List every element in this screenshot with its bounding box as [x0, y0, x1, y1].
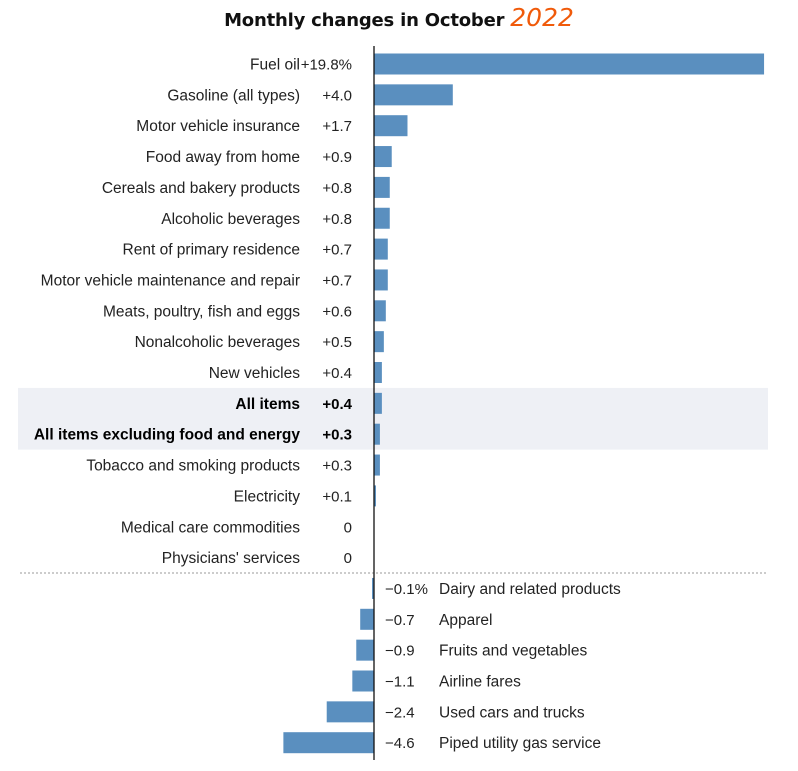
value-label: +0.5	[322, 334, 352, 351]
category-label: Physicians' services	[162, 550, 300, 567]
bar	[372, 577, 374, 599]
category-label: Fruits and vegetables	[439, 643, 587, 660]
value-label: +1.7	[322, 118, 352, 135]
category-label: Alcoholic beverages	[161, 211, 300, 228]
value-label: +0.6	[322, 303, 352, 320]
bar	[283, 732, 374, 754]
category-label: Piped utility gas service	[439, 735, 601, 752]
value-label: +0.9	[322, 149, 352, 166]
category-label: Fuel oil	[250, 57, 300, 74]
bar	[374, 115, 408, 137]
category-label: Airline fares	[439, 674, 521, 691]
category-label: Gasoline (all types)	[167, 87, 300, 104]
bar	[374, 176, 390, 198]
value-label: −2.4	[385, 704, 415, 721]
category-label: Cereals and bakery products	[102, 180, 300, 197]
category-label: All items	[235, 396, 300, 413]
bar	[374, 485, 376, 507]
value-label: +0.3	[322, 427, 352, 444]
value-label: −1.1	[385, 674, 415, 691]
value-label: 0	[344, 519, 352, 536]
value-label: −4.6	[385, 735, 415, 752]
chart-title: Monthly changes in October	[224, 10, 505, 31]
value-label: +0.4	[322, 365, 352, 382]
category-label: Medical care commodities	[121, 519, 300, 536]
bar	[374, 362, 382, 383]
value-label: +0.7	[322, 242, 352, 259]
value-label: 0	[344, 550, 352, 567]
category-label: Motor vehicle maintenance and repair	[41, 272, 300, 289]
category-label: Used cars and trucks	[439, 704, 585, 721]
value-label: −0.7	[385, 612, 415, 629]
value-label: +4.0	[322, 87, 352, 104]
value-label: +0.1	[322, 488, 352, 505]
bar	[374, 269, 388, 291]
category-label: Rent of primary residence	[123, 242, 300, 259]
value-label: +0.8	[322, 180, 352, 197]
bar	[352, 670, 374, 692]
value-label: +0.8	[322, 211, 352, 228]
category-label: Meats, poultry, fish and eggs	[103, 303, 300, 320]
category-label: Motor vehicle insurance	[136, 118, 300, 135]
bar	[374, 146, 392, 168]
value-label: −0.9	[385, 643, 415, 660]
value-label: −0.1%	[385, 581, 428, 598]
category-label: Nonalcoholic beverages	[135, 334, 301, 351]
chart-title-block: Monthly changes in October 2022	[0, 3, 798, 32]
bar	[374, 84, 453, 106]
bar	[374, 207, 390, 229]
category-label: Food away from home	[146, 149, 300, 166]
bar	[360, 608, 374, 630]
category-label: All items excluding food and energy	[34, 427, 301, 444]
year-annotation: 2022	[510, 3, 574, 32]
value-label: +0.4	[322, 396, 352, 413]
bar	[374, 423, 380, 445]
bar	[374, 331, 384, 353]
value-label: +19.8%	[301, 57, 352, 74]
highlight-band	[18, 387, 768, 450]
bar	[374, 454, 380, 476]
value-label: +0.7	[322, 272, 352, 289]
value-label: +0.3	[322, 458, 352, 475]
bar	[374, 53, 765, 75]
category-label: Tobacco and smoking products	[86, 458, 300, 475]
category-label: Dairy and related products	[439, 581, 621, 598]
category-label: Electricity	[234, 488, 301, 505]
category-label: New vehicles	[209, 365, 301, 382]
bar	[374, 392, 382, 414]
bar	[356, 639, 374, 661]
bar	[374, 238, 388, 260]
bar	[326, 701, 374, 723]
category-label: Apparel	[439, 612, 492, 629]
bar	[374, 300, 386, 322]
